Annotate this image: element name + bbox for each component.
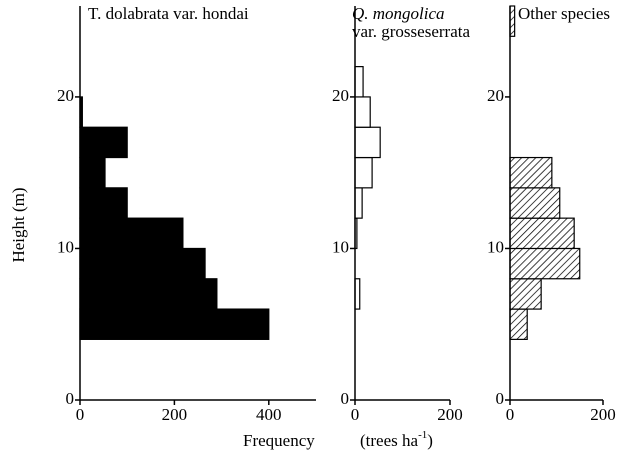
x-tick-label: 0 [506,405,515,424]
x-axis-unit: (trees ha-1) [360,429,433,450]
bar [354,187,363,219]
bar [509,278,542,310]
x-tick-label: 200 [162,405,188,424]
bar [509,247,581,280]
y-tick-label: 0 [496,389,505,408]
x-axis-label: Frequency [243,431,315,450]
bar [354,156,373,189]
bar [79,187,128,219]
x-tick-label: 200 [437,405,463,424]
bar [509,187,561,219]
bar [79,308,270,340]
bar [79,278,218,310]
y-tick-label: 0 [341,389,350,408]
x-tick-label: 400 [256,405,282,424]
x-tick-label: 200 [590,405,616,424]
unit-end: ) [427,431,433,450]
panel-title: Other species [518,4,610,23]
panel-title: var. grosseserrata [352,22,470,41]
bar [79,156,106,189]
bar [354,66,364,98]
bar [79,247,206,280]
y-tick-label: 0 [66,389,75,408]
panel-title: T. dolabrata var. hondai [88,4,249,23]
y-tick-label: 10 [57,237,74,256]
x-tick-label: 0 [351,405,360,424]
y-tick-label: 20 [57,86,74,105]
bar [354,126,381,159]
bar [79,126,128,159]
bar [509,308,528,340]
panel-title: Q. mongolica [352,4,445,23]
bar [509,156,553,189]
unit: (trees ha [360,431,419,450]
y-tick-label: 20 [487,86,504,105]
y-tick-label: 10 [487,237,504,256]
y-axis-label: Height (m) [9,187,28,262]
bar [354,96,371,128]
y-tick-label: 10 [332,237,349,256]
y-tick-label: 20 [332,86,349,105]
bar [79,217,184,250]
bar [509,217,575,250]
x-tick-label: 0 [76,405,85,424]
unit-exp: -1 [418,429,427,441]
